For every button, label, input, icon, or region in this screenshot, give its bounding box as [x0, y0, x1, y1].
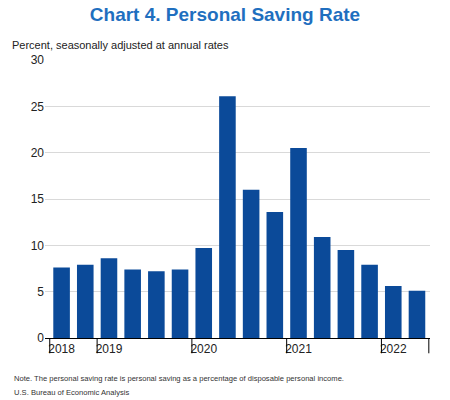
- svg-text:Note. The personal saving rate: Note. The personal saving rate is person…: [14, 374, 344, 383]
- svg-text:2019: 2019: [96, 342, 123, 356]
- svg-text:2018: 2018: [48, 342, 75, 356]
- svg-text:U.S. Bureau of Economic Analys: U.S. Bureau of Economic Analysis: [14, 388, 129, 397]
- svg-text:2022: 2022: [380, 342, 407, 356]
- svg-text:Percent, seasonally adjusted a: Percent, seasonally adjusted at annual r…: [12, 39, 229, 51]
- svg-text:0: 0: [37, 331, 44, 345]
- svg-text:15: 15: [31, 192, 45, 206]
- svg-text:Chart 4. Personal Saving Rate: Chart 4. Personal Saving Rate: [90, 4, 360, 25]
- svg-text:5: 5: [37, 285, 44, 299]
- svg-text:2021: 2021: [285, 342, 312, 356]
- svg-text:30: 30: [31, 53, 45, 67]
- svg-text:10: 10: [31, 239, 45, 253]
- svg-text:25: 25: [31, 100, 45, 114]
- svg-text:2020: 2020: [190, 342, 217, 356]
- svg-text:20: 20: [31, 146, 45, 160]
